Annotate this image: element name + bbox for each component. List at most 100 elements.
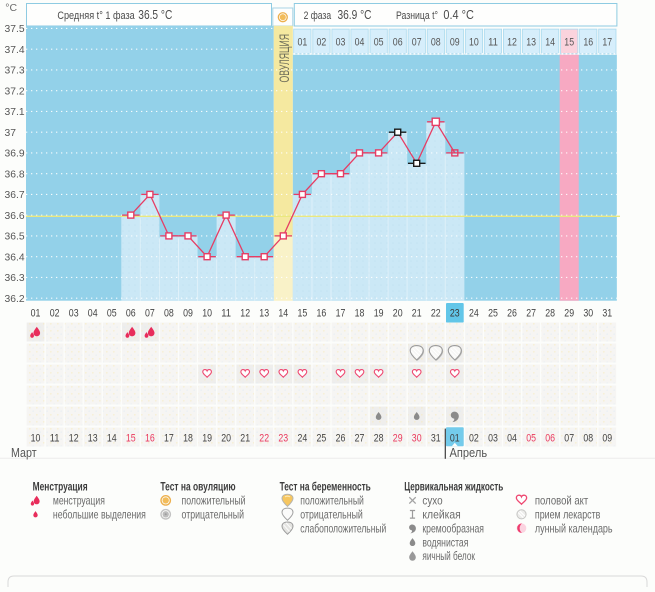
svg-text:03: 03 xyxy=(488,433,498,445)
svg-text:12: 12 xyxy=(240,308,250,320)
svg-text:07: 07 xyxy=(564,433,574,445)
svg-text:36.3: 36.3 xyxy=(5,273,25,284)
svg-text:водянистая: водянистая xyxy=(422,535,468,549)
svg-text:05: 05 xyxy=(107,308,117,320)
svg-text:11: 11 xyxy=(50,433,60,445)
svg-text:16: 16 xyxy=(317,308,327,320)
svg-text:01: 01 xyxy=(450,433,460,445)
svg-text:17: 17 xyxy=(336,308,346,320)
svg-text:21: 21 xyxy=(412,308,422,320)
svg-text:Разница t°: Разница t° xyxy=(396,10,438,22)
svg-text:Тест на овуляцию: Тест на овуляцию xyxy=(160,480,235,494)
svg-text:36.2: 36.2 xyxy=(5,294,25,305)
svg-text:17: 17 xyxy=(602,36,612,48)
svg-text:37.2: 37.2 xyxy=(5,86,25,97)
svg-text:09: 09 xyxy=(183,308,193,320)
svg-text:36.5: 36.5 xyxy=(5,232,25,243)
svg-text:11: 11 xyxy=(221,308,231,320)
svg-text:30: 30 xyxy=(412,433,422,445)
svg-text:26: 26 xyxy=(336,433,346,445)
svg-text:14: 14 xyxy=(278,308,288,320)
svg-text:36.8: 36.8 xyxy=(5,169,25,180)
svg-text:04: 04 xyxy=(507,433,517,445)
svg-text:36.4: 36.4 xyxy=(5,252,25,263)
svg-text:Март: Март xyxy=(11,446,37,460)
svg-text:22: 22 xyxy=(259,433,269,445)
svg-text:2 фаза: 2 фаза xyxy=(304,10,332,22)
svg-text:04: 04 xyxy=(355,36,365,48)
svg-text:27: 27 xyxy=(526,308,536,320)
svg-text:13: 13 xyxy=(88,433,98,445)
svg-text:31: 31 xyxy=(602,308,612,320)
svg-text:положительный: положительный xyxy=(300,494,364,508)
svg-text:13: 13 xyxy=(526,36,536,48)
svg-text:13: 13 xyxy=(259,308,269,320)
svg-text:03: 03 xyxy=(69,308,79,320)
svg-text:14: 14 xyxy=(107,433,117,445)
svg-text:09: 09 xyxy=(450,36,460,48)
svg-text:18: 18 xyxy=(183,433,193,445)
svg-text:20: 20 xyxy=(221,433,231,445)
svg-text:23: 23 xyxy=(278,433,288,445)
svg-text:10: 10 xyxy=(469,36,479,48)
svg-text:37.3: 37.3 xyxy=(5,66,25,77)
svg-text:06: 06 xyxy=(393,36,403,48)
svg-text:15: 15 xyxy=(298,308,308,320)
svg-text:37.1: 37.1 xyxy=(5,107,25,118)
svg-text:08: 08 xyxy=(583,433,593,445)
svg-text:26: 26 xyxy=(507,308,517,320)
svg-text:37: 37 xyxy=(5,128,17,139)
svg-text:Апрель: Апрель xyxy=(450,446,488,460)
svg-text:02: 02 xyxy=(469,433,479,445)
svg-text:37.5: 37.5 xyxy=(5,24,25,35)
svg-text:36.9: 36.9 xyxy=(5,149,25,160)
svg-text:10: 10 xyxy=(202,308,212,320)
svg-text:04: 04 xyxy=(88,308,98,320)
svg-text:23: 23 xyxy=(450,308,460,320)
svg-text:02: 02 xyxy=(50,308,60,320)
svg-text:36.6: 36.6 xyxy=(5,211,25,222)
svg-text:28: 28 xyxy=(545,308,555,320)
svg-text:слабоположительный: слабоположительный xyxy=(300,521,386,535)
svg-text:01: 01 xyxy=(31,308,41,320)
svg-text:15: 15 xyxy=(126,433,136,445)
svg-text:ОВУЛЯЦИЯ: ОВУЛЯЦИЯ xyxy=(277,34,292,83)
svg-text:яичный белок: яичный белок xyxy=(422,549,475,563)
svg-text:небольшие выделения: небольшие выделения xyxy=(53,508,146,522)
svg-text:20: 20 xyxy=(393,308,403,320)
svg-text:01: 01 xyxy=(298,36,308,48)
svg-text:10: 10 xyxy=(31,433,41,445)
svg-text:31: 31 xyxy=(431,433,441,445)
svg-text:25: 25 xyxy=(488,308,498,320)
svg-text:14: 14 xyxy=(545,36,555,48)
svg-text:29: 29 xyxy=(393,433,403,445)
svg-text:отрицательный: отрицательный xyxy=(300,508,363,522)
svg-text:16: 16 xyxy=(145,433,155,445)
svg-text:прием лекарств: прием лекарств xyxy=(535,508,601,522)
svg-text:19: 19 xyxy=(374,308,384,320)
svg-text:03: 03 xyxy=(336,36,346,48)
svg-text:29: 29 xyxy=(564,308,574,320)
svg-text:19: 19 xyxy=(202,433,212,445)
svg-text:36.9 °C: 36.9 °C xyxy=(338,8,372,22)
svg-text:24: 24 xyxy=(469,308,479,320)
svg-text:08: 08 xyxy=(431,36,441,48)
svg-text:06: 06 xyxy=(545,433,555,445)
svg-text:Тест на беременность: Тест на беременность xyxy=(280,480,371,494)
svg-text:25: 25 xyxy=(317,433,327,445)
svg-text:лунный календарь: лунный календарь xyxy=(535,521,613,535)
svg-text:06: 06 xyxy=(126,308,136,320)
svg-text:половой акт: половой акт xyxy=(535,494,589,508)
svg-text:17: 17 xyxy=(164,433,174,445)
svg-text:24: 24 xyxy=(298,433,308,445)
svg-text:отрицательный: отрицательный xyxy=(182,508,245,522)
svg-text:15: 15 xyxy=(564,36,574,48)
svg-text:22: 22 xyxy=(431,308,441,320)
svg-text:37.4: 37.4 xyxy=(5,45,25,56)
svg-text:сухо: сухо xyxy=(422,494,442,508)
svg-text:0.4 °C: 0.4 °C xyxy=(443,8,474,22)
svg-text:30: 30 xyxy=(583,308,593,320)
svg-text:08: 08 xyxy=(164,308,174,320)
svg-text:°C: °C xyxy=(5,2,17,14)
svg-text:кремообразная: кремообразная xyxy=(422,521,484,535)
